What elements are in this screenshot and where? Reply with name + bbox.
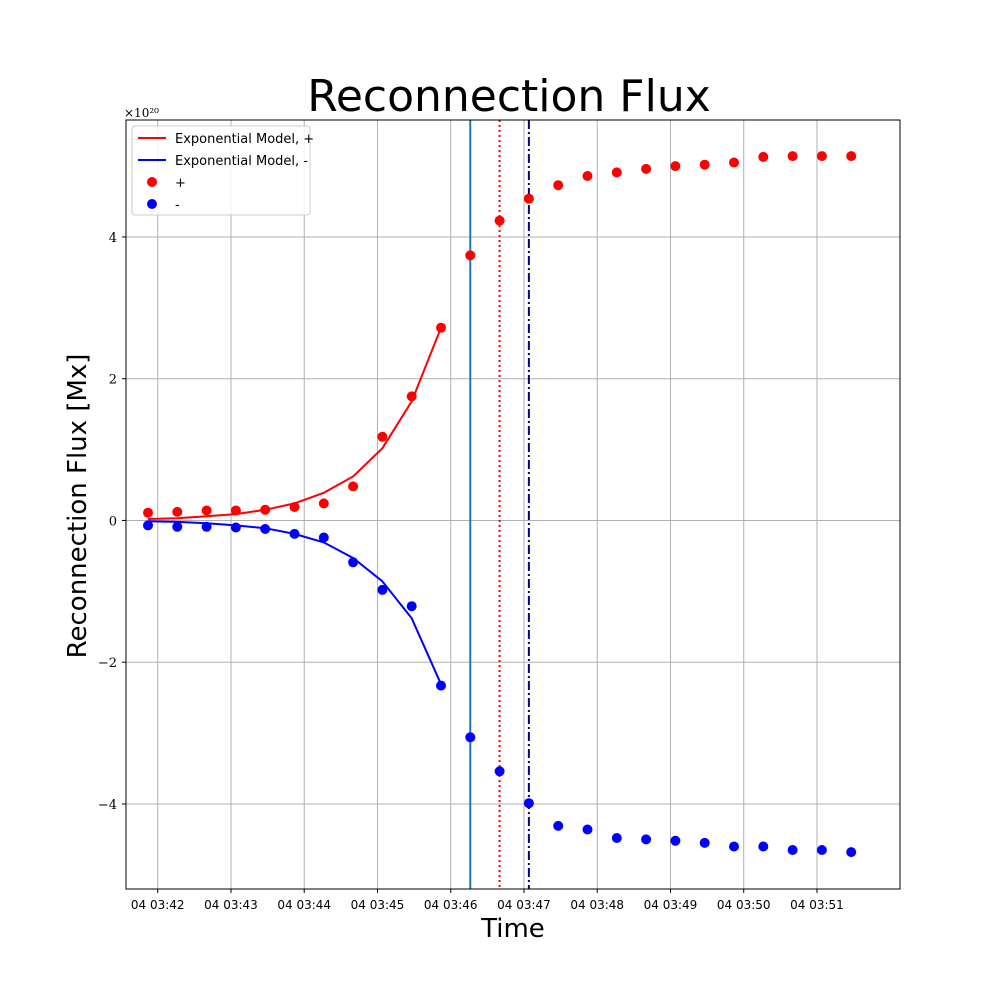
y-tick-label: −4	[98, 798, 117, 813]
x-tick-label: 04 03:50	[717, 898, 771, 912]
plus-flux-point	[436, 322, 446, 333]
plus-flux-point	[729, 157, 739, 168]
legend-marker-plus	[147, 177, 157, 187]
exp-model-plus-line	[147, 327, 442, 520]
exp-model-minus-line	[147, 520, 442, 685]
x-tick-label: 04 03:43	[204, 898, 258, 912]
plus-flux-point	[318, 498, 329, 509]
minus-flux-point	[846, 847, 857, 858]
minus-flux-point	[289, 528, 300, 539]
event-lines	[469, 120, 530, 889]
minus-flux-point	[611, 833, 622, 843]
plus-flux-point	[670, 161, 681, 172]
chart-title: Reconnection Flux	[307, 71, 711, 122]
data-series	[143, 151, 857, 858]
plus-flux-point	[641, 163, 652, 174]
plus-flux-point	[611, 167, 622, 178]
minus-flux-point	[348, 557, 359, 568]
minus-flux-point	[406, 601, 417, 612]
minus-flux-point	[787, 845, 798, 855]
x-tick-label: 04 03:44	[277, 898, 331, 912]
legend-label-plus: +	[175, 176, 186, 191]
x-axis-ticks: 04 03:42 04 03:43 04 03:44 04 03:45 04 03:46…	[131, 889, 844, 912]
plus-flux-point	[143, 507, 153, 518]
minus-flux-point	[816, 845, 827, 855]
legend-label-exp-plus: Exponential Model, +	[175, 132, 314, 147]
minus-flux-point	[523, 798, 534, 809]
y-tick-label: 0	[109, 514, 117, 529]
plus-flux-point	[289, 502, 300, 512]
legend-label-minus: -	[175, 198, 180, 213]
x-tick-label: 04 03:42	[131, 898, 185, 912]
minus-flux-point	[699, 837, 710, 848]
x-tick-label: 04 03:48	[570, 898, 624, 912]
x-axis-label: Time	[480, 914, 545, 944]
legend-box	[131, 125, 311, 216]
minus-flux-point	[582, 824, 593, 835]
plus-flux-point	[230, 505, 241, 516]
minus-flux-point	[729, 841, 739, 852]
y-tick-label: 4	[109, 231, 117, 246]
plus-flux-point	[348, 481, 359, 492]
grid	[126, 120, 900, 889]
y-tick-label: −2	[98, 656, 117, 671]
minus-flux-point	[260, 524, 271, 534]
plus-flux-point	[465, 250, 476, 261]
y-axis-ticks: 4 2 0 −2 −4	[98, 231, 126, 813]
minus-flux-point	[465, 732, 476, 743]
plus-flux-point	[523, 193, 534, 204]
plus-flux-point	[260, 504, 271, 515]
plus-flux-point	[553, 180, 564, 191]
plus-flux-point	[172, 506, 183, 517]
y-axis-multiplier: ×10²⁰	[124, 106, 159, 120]
plus-flux-point	[201, 505, 212, 516]
plus-flux-point	[377, 431, 388, 442]
plus-flux-point	[787, 151, 798, 162]
x-tick-label: 04 03:45	[351, 898, 405, 912]
minus-flux-point	[230, 522, 241, 533]
x-tick-label: 04 03:51	[790, 898, 844, 912]
minus-flux-point	[172, 521, 183, 532]
x-tick-label: 04 03:46	[424, 898, 478, 912]
minus-flux-point	[758, 841, 769, 852]
plus-flux-point	[699, 159, 710, 170]
minus-flux-point	[436, 680, 446, 691]
minus-flux-point	[494, 766, 505, 777]
plus-flux-point	[494, 215, 505, 226]
plus-flux-point	[758, 151, 769, 162]
legend-label-exp-minus: Exponential Model, -	[175, 154, 308, 169]
plot-frame	[125, 119, 901, 890]
minus-flux-point	[641, 834, 652, 845]
minus-flux-point	[143, 520, 153, 531]
minus-flux-point	[377, 584, 388, 595]
plus-flux-point	[846, 151, 857, 162]
y-axis-label: Reconnection Flux [Mx]	[63, 354, 93, 659]
plus-flux-point	[406, 391, 417, 402]
plus-flux-point	[816, 151, 827, 162]
plus-flux-point	[582, 171, 593, 181]
minus-flux-point	[670, 835, 681, 846]
x-tick-label: 04 03:49	[644, 898, 698, 912]
legend: Exponential Model, + Exponential Model, …	[131, 125, 314, 216]
minus-flux-point	[201, 521, 212, 532]
minus-flux-point	[318, 532, 329, 543]
legend-marker-minus	[147, 199, 157, 209]
y-tick-label: 2	[109, 373, 117, 388]
x-tick-label: 04 03:47	[497, 898, 551, 912]
minus-flux-point	[553, 820, 564, 831]
